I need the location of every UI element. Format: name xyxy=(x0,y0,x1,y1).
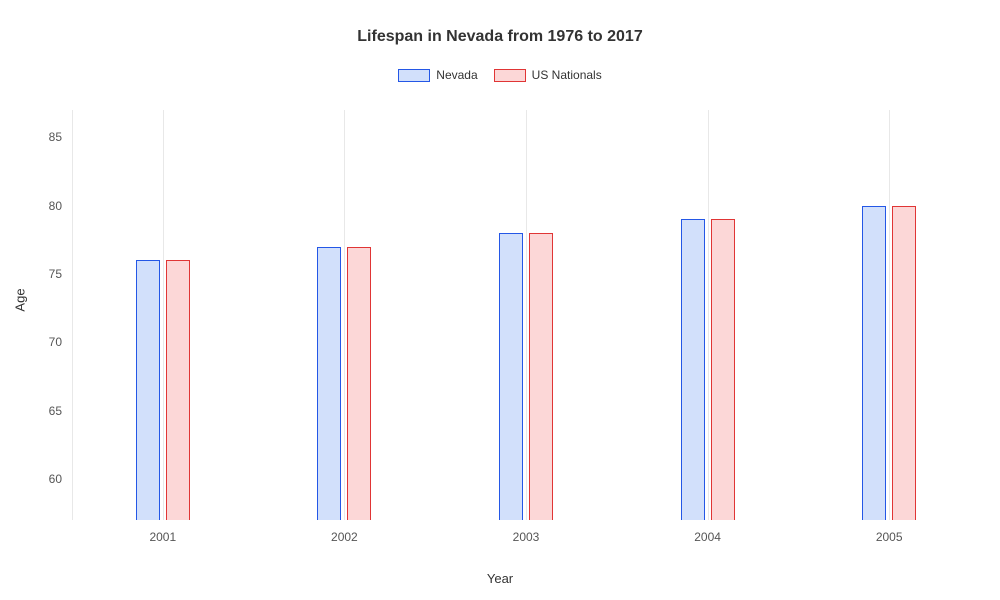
grid-line xyxy=(526,110,527,520)
x-tick-label: 2005 xyxy=(876,530,903,544)
bar xyxy=(892,206,916,520)
grid-line xyxy=(708,110,709,520)
bar xyxy=(499,233,523,520)
y-tick-label: 85 xyxy=(49,130,62,144)
grid-line xyxy=(163,110,164,520)
bar xyxy=(862,206,886,520)
y-axis-line xyxy=(72,110,73,520)
bar xyxy=(711,219,735,520)
x-axis-label: Year xyxy=(487,571,513,586)
bar xyxy=(347,247,371,520)
grid-line xyxy=(889,110,890,520)
grid-line xyxy=(344,110,345,520)
x-tick-label: 2003 xyxy=(513,530,540,544)
chart-container: Lifespan in Nevada from 1976 to 2017 Nev… xyxy=(0,0,1000,600)
legend-label-us-nationals: US Nationals xyxy=(532,68,602,82)
y-tick-label: 80 xyxy=(49,199,62,213)
bar xyxy=(136,260,160,520)
y-tick-label: 70 xyxy=(49,335,62,349)
legend: Nevada US Nationals xyxy=(0,68,1000,82)
legend-swatch-us-nationals xyxy=(494,69,526,82)
x-tick-label: 2002 xyxy=(331,530,358,544)
y-tick-label: 65 xyxy=(49,404,62,418)
x-tick-label: 2004 xyxy=(694,530,721,544)
bar xyxy=(166,260,190,520)
legend-label-nevada: Nevada xyxy=(436,68,477,82)
chart-title: Lifespan in Nevada from 1976 to 2017 xyxy=(0,0,1000,46)
legend-swatch-nevada xyxy=(398,69,430,82)
legend-item-us-nationals: US Nationals xyxy=(494,68,602,82)
bar xyxy=(681,219,705,520)
bar xyxy=(529,233,553,520)
y-tick-label: 75 xyxy=(49,267,62,281)
x-tick-label: 2001 xyxy=(149,530,176,544)
bar xyxy=(317,247,341,520)
y-axis-label: Age xyxy=(13,288,28,311)
y-tick-label: 60 xyxy=(49,472,62,486)
plot-area: 60657075808520012002200320042005 xyxy=(72,110,980,520)
legend-item-nevada: Nevada xyxy=(398,68,477,82)
